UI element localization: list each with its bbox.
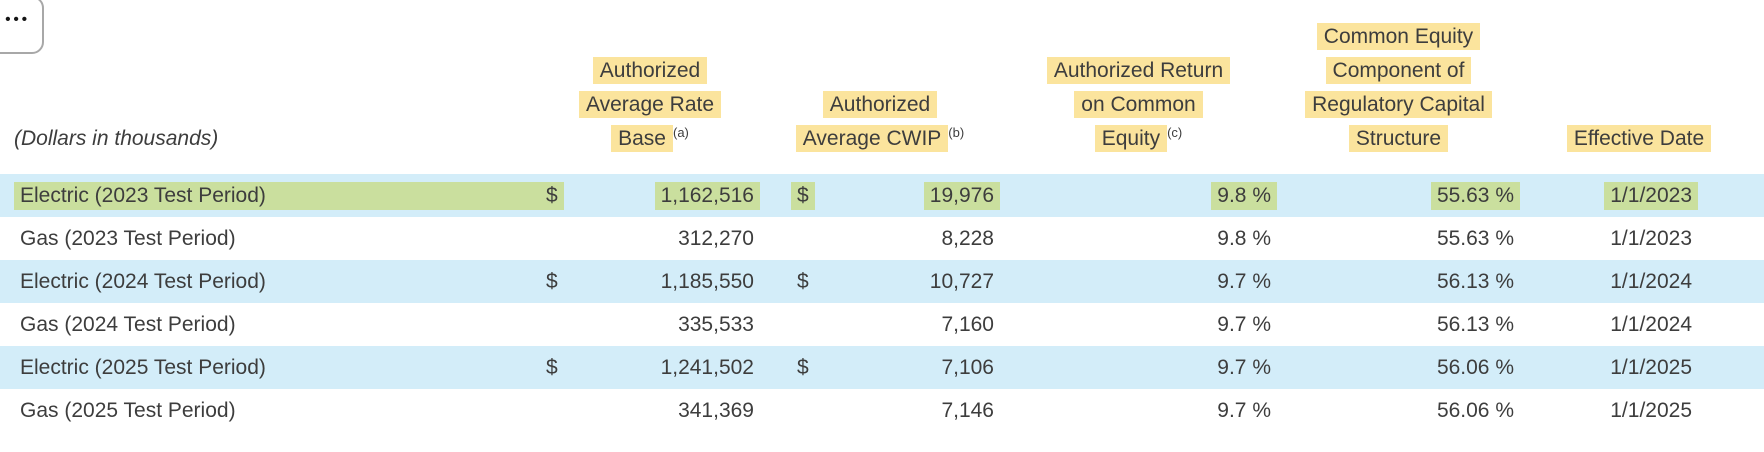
table-header-row: (Dollars in thousands) Authorized Averag… xyxy=(0,20,1764,156)
cell-cwip: 19,976 xyxy=(820,181,1000,210)
cell-currency-cwip xyxy=(760,227,820,251)
cell-entity-label: Electric (2025 Test Period) xyxy=(20,355,266,379)
column-header-rate-base: Authorized Average Rate Base (a) xyxy=(540,20,760,156)
cell-currency-rate-base xyxy=(540,399,575,423)
table-row-electric-2025: Electric (2025 Test Period) $ 1,241,502 … xyxy=(0,346,1764,389)
cell-rate-base: 1,241,502 xyxy=(660,355,754,379)
ellipsis-icon: ••• xyxy=(5,11,30,28)
cell-effective-date: 1/1/2023 xyxy=(1520,181,1698,210)
cell-effective-date: 1/1/2024 xyxy=(1610,269,1692,293)
column-header-equity-component: Common Equity Component of Regulatory Ca… xyxy=(1277,20,1520,156)
cell-roe: 9.7 % xyxy=(1217,269,1271,293)
cell-roe: 9.8 % xyxy=(1217,226,1271,250)
cell-equity-component: 56.06 % xyxy=(1436,398,1514,422)
table-row-electric-2023: Electric (2023 Test Period) $ 1,162,516 … xyxy=(0,174,1764,217)
cell-rate-base: 335,533 xyxy=(678,312,754,336)
cell-cwip: 7,106 xyxy=(941,355,994,379)
cell-currency-cwip xyxy=(760,399,820,423)
cell-entity-label: Electric (2024 Test Period) xyxy=(20,269,266,293)
cell-effective-date: 1/1/2025 xyxy=(1610,355,1692,379)
regulatory-rate-table: (Dollars in thousands) Authorized Averag… xyxy=(0,20,1764,432)
column-header-roe: Authorized Return on Common Equity (c) xyxy=(1000,20,1277,156)
cell-cwip: 7,160 xyxy=(941,312,994,336)
cell-currency-rate-base: $ xyxy=(546,355,558,379)
units-note: (Dollars in thousands) xyxy=(14,127,219,150)
column-header-cwip: Authorized Average CWIP (b) xyxy=(760,20,1000,156)
cell-roe: 9.7 % xyxy=(1217,355,1271,379)
cell-rate-base: 1,162,516 xyxy=(575,181,760,210)
cell-roe: 9.8 % xyxy=(1000,181,1277,210)
cell-equity-component: 55.63 % xyxy=(1277,181,1520,210)
cell-effective-date: 1/1/2024 xyxy=(1610,312,1692,336)
table-row-gas-2023: Gas (2023 Test Period) 312,270 8,228 9.8… xyxy=(0,217,1764,260)
cell-effective-date: 1/1/2025 xyxy=(1610,398,1692,422)
cell-equity-component: 56.06 % xyxy=(1436,355,1514,379)
cell-currency-cwip: $ xyxy=(797,269,809,293)
cell-equity-component: 56.13 % xyxy=(1436,269,1514,293)
cell-cwip: 10,727 xyxy=(929,269,994,293)
cell-currency-rate-base: $ xyxy=(546,269,558,293)
cell-entity-label: Gas (2023 Test Period) xyxy=(20,226,236,250)
column-header-effective-date: Effective Date xyxy=(1550,20,1728,156)
cell-rate-base: 341,369 xyxy=(678,398,754,422)
cell-currency-rate-base: $ xyxy=(540,181,575,210)
cell-roe: 9.7 % xyxy=(1217,398,1271,422)
table-row-electric-2024: Electric (2024 Test Period) $ 1,185,550 … xyxy=(0,260,1764,303)
column-header-units: (Dollars in thousands) xyxy=(14,20,540,156)
cell-currency-rate-base xyxy=(540,313,575,337)
cell-currency-cwip: $ xyxy=(797,355,809,379)
cell-effective-date: 1/1/2023 xyxy=(1610,226,1692,250)
cell-equity-component: 56.13 % xyxy=(1436,312,1514,336)
footnote-ref-c: (c) xyxy=(1167,125,1183,140)
cell-equity-component: 55.63 % xyxy=(1436,226,1514,250)
footnote-ref-b: (b) xyxy=(948,125,965,140)
cell-currency-cwip xyxy=(760,313,820,337)
footnote-ref-a: (a) xyxy=(672,125,689,140)
cell-cwip: 8,228 xyxy=(941,226,994,250)
cell-entity-label: Gas (2024 Test Period) xyxy=(20,312,236,336)
cell-currency-rate-base xyxy=(540,227,575,251)
overflow-menu-button[interactable]: ••• xyxy=(0,0,44,54)
table-row-gas-2025: Gas (2025 Test Period) 341,369 7,146 9.7… xyxy=(0,389,1764,432)
cell-currency-cwip: $ xyxy=(760,181,820,210)
cell-roe: 9.7 % xyxy=(1217,312,1271,336)
cell-rate-base: 1,185,550 xyxy=(660,269,754,293)
cell-rate-base: 312,270 xyxy=(678,226,754,250)
cell-entity-label: Electric (2023 Test Period) xyxy=(14,181,540,210)
table-row-gas-2024: Gas (2024 Test Period) 335,533 7,160 9.7… xyxy=(0,303,1764,346)
cell-entity-label: Gas (2025 Test Period) xyxy=(20,398,236,422)
cell-cwip: 7,146 xyxy=(941,398,994,422)
